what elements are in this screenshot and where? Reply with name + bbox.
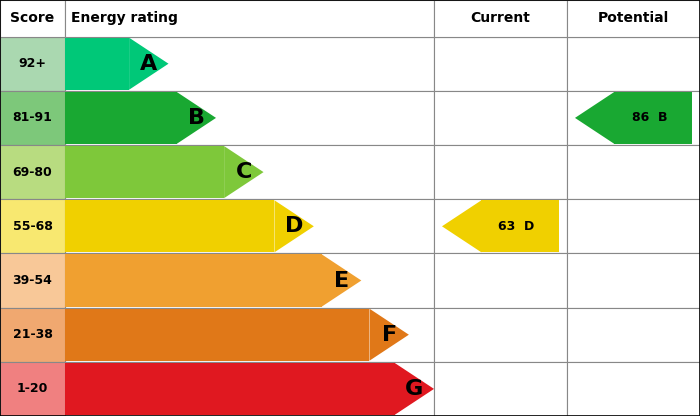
Bar	[65, 309, 370, 361]
Polygon shape	[176, 92, 216, 144]
Bar	[65, 38, 129, 90]
Bar	[567, 91, 700, 145]
Bar	[434, 362, 567, 416]
Bar	[567, 0, 700, 37]
Bar	[65, 199, 434, 253]
Bar	[65, 91, 434, 145]
Bar	[434, 37, 567, 91]
Bar	[0, 199, 65, 253]
Bar	[434, 199, 567, 253]
Text: 39-54: 39-54	[13, 274, 52, 287]
Bar	[0, 145, 65, 199]
Text: C: C	[236, 162, 252, 182]
Bar	[65, 146, 224, 198]
Polygon shape	[129, 38, 169, 90]
Text: B: B	[188, 108, 205, 128]
Bar	[65, 0, 434, 37]
Bar	[434, 0, 567, 37]
Bar	[0, 37, 65, 91]
Bar	[0, 253, 65, 307]
Bar	[65, 92, 176, 144]
Bar	[615, 92, 692, 144]
Text: Current: Current	[470, 11, 531, 25]
Bar	[65, 37, 434, 91]
Bar	[65, 363, 395, 415]
Polygon shape	[575, 92, 615, 144]
Text: 1-20: 1-20	[17, 382, 48, 395]
Bar	[482, 200, 559, 253]
Polygon shape	[442, 200, 482, 253]
Bar	[567, 362, 700, 416]
Text: 21-38: 21-38	[13, 328, 52, 341]
Bar	[434, 253, 567, 307]
Bar	[0, 91, 65, 145]
Polygon shape	[322, 255, 361, 307]
Text: A: A	[140, 54, 158, 74]
Bar	[65, 200, 274, 253]
Bar	[65, 145, 434, 199]
Text: D: D	[285, 216, 303, 236]
Text: F: F	[382, 325, 397, 345]
Polygon shape	[370, 309, 409, 361]
Text: 81-91: 81-91	[13, 111, 52, 124]
Text: G: G	[405, 379, 424, 399]
Bar	[567, 199, 700, 253]
Bar	[567, 145, 700, 199]
Bar	[434, 91, 567, 145]
Text: 63  D: 63 D	[498, 220, 534, 233]
Bar	[65, 307, 434, 362]
Polygon shape	[395, 363, 434, 415]
Bar	[567, 307, 700, 362]
Polygon shape	[274, 200, 314, 253]
Text: E: E	[334, 270, 349, 290]
Text: Score: Score	[10, 11, 55, 25]
Text: 86  B: 86 B	[631, 111, 667, 124]
Bar	[65, 255, 322, 307]
Text: 92+: 92+	[18, 57, 46, 70]
Polygon shape	[224, 146, 263, 198]
Bar	[0, 362, 65, 416]
Bar	[434, 145, 567, 199]
Bar	[0, 0, 65, 37]
Text: Energy rating: Energy rating	[71, 11, 178, 25]
Text: Potential: Potential	[598, 11, 669, 25]
Bar	[0, 307, 65, 362]
Bar	[65, 362, 434, 416]
Text: 55-68: 55-68	[13, 220, 52, 233]
Bar	[567, 37, 700, 91]
Text: 69-80: 69-80	[13, 166, 52, 178]
Bar	[434, 307, 567, 362]
Bar	[567, 253, 700, 307]
Bar	[65, 253, 434, 307]
